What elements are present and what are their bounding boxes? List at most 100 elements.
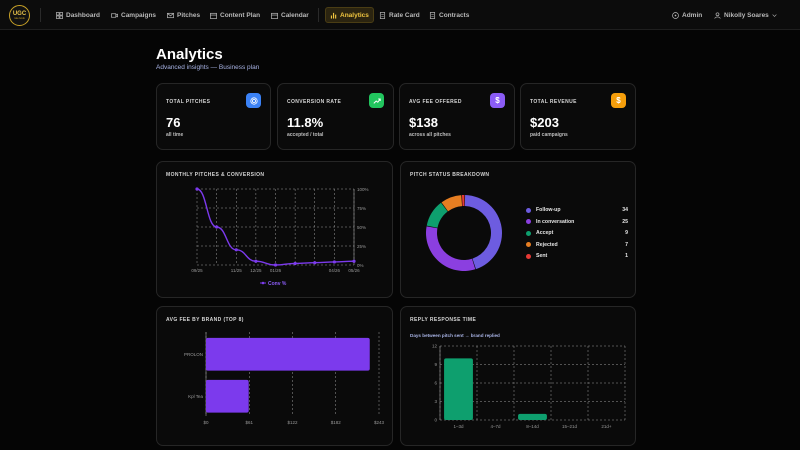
- response-bar: [444, 358, 473, 420]
- shield-icon: [672, 11, 679, 19]
- nav-item-campaigns[interactable]: Campaigns: [107, 7, 160, 23]
- nav-item-dashboard[interactable]: Dashboard: [52, 7, 104, 23]
- page-title: Analytics: [156, 46, 223, 63]
- legend-item: Rejected 7: [526, 242, 628, 248]
- nav-item-rate-card[interactable]: Rate Card: [375, 7, 424, 23]
- nav-item-analytics[interactable]: Analytics: [325, 7, 374, 23]
- x-tick-label: $243: [374, 420, 385, 425]
- x-tick-label: 8–14d: [526, 424, 539, 429]
- x-tick-label: 12/25: [250, 268, 262, 273]
- legend-count: 25: [622, 218, 628, 225]
- reply-response-chart: 0 3 6 9 12 1–3d 4–7d 8–14d 15–21d 21d+: [432, 344, 626, 429]
- donut-slice: [464, 195, 502, 270]
- x-tick-label: 01/26: [270, 268, 282, 273]
- app-logo[interactable]: UGC rate book: [9, 5, 30, 26]
- legend-label: Rejected: [536, 241, 558, 248]
- stat-label: TOTAL REVENUE: [530, 99, 577, 105]
- stat-value: $138: [409, 115, 438, 130]
- y-tick-label: 6: [434, 381, 437, 386]
- x-tick-label: 09/25: [191, 268, 203, 273]
- nav-item-contracts[interactable]: Contracts: [425, 7, 473, 23]
- trend-up-icon: [369, 93, 384, 108]
- response-bar: [518, 413, 547, 420]
- legend-dot: [526, 230, 531, 236]
- admin-link[interactable]: Admin: [668, 7, 706, 23]
- user-menu[interactable]: Nikolly Soares: [710, 7, 781, 23]
- legend-count: 7: [625, 241, 628, 248]
- nav-label: Content Plan: [220, 11, 261, 19]
- x-tick-label: 04/26: [329, 268, 341, 273]
- logo-text: UGC: [12, 11, 27, 17]
- chevron-down-icon: [772, 13, 777, 17]
- legend-dot: [526, 207, 531, 213]
- legend-dot: [526, 219, 531, 224]
- nav-label: Campaigns: [121, 11, 157, 19]
- monthly-pitches-panel: MONTHLY PITCHES & CONVERSION 0% 25% 50% 75%…: [156, 161, 393, 298]
- legend-label: Follow-up: [536, 207, 561, 213]
- x-tick-label: $0: [203, 420, 209, 425]
- stat-value: 76: [166, 115, 181, 130]
- calendar-icon: [271, 12, 278, 19]
- brand-label: PROLON: [184, 352, 203, 357]
- data-point: [234, 248, 238, 252]
- y-tick-label: 3: [434, 399, 437, 404]
- donut-slice: [426, 202, 448, 228]
- donut-slice: [441, 195, 463, 212]
- stat-sub: all time: [166, 132, 184, 138]
- legend-label: In conversation: [536, 218, 575, 225]
- legend-item: Accept 9: [526, 230, 628, 236]
- admin-label: Admin: [682, 11, 703, 19]
- y-tick-label: 100%: [357, 187, 369, 192]
- legend-item: In conversation 25: [526, 219, 628, 225]
- donut-slice: [461, 195, 465, 207]
- avg-fee-panel: AVG FEE BY BRAND (TOP 8) $0 $61 $122 $182 $2…: [156, 306, 393, 446]
- nav-item-pitches[interactable]: Pitches: [163, 7, 204, 23]
- dollar-icon: $: [490, 93, 505, 108]
- nav-label: Analytics: [340, 11, 369, 19]
- data-point: [195, 187, 199, 191]
- x-tick-label: 4–7d: [490, 424, 501, 429]
- legend-dot: [526, 242, 531, 247]
- stat-value: $203: [530, 115, 559, 130]
- x-tick-label: 05/26: [348, 268, 360, 273]
- data-point: [332, 260, 336, 264]
- y-tick-label: 50%: [357, 225, 366, 230]
- nav-divider: [40, 8, 41, 22]
- y-tick-label: 25%: [357, 244, 366, 249]
- calendar-icon: [210, 12, 217, 19]
- legend-dot: [526, 253, 531, 259]
- user-name: Nikolly Soares: [724, 11, 769, 19]
- x-tick-label: $182: [331, 420, 342, 425]
- y-tick-label: 9: [434, 362, 437, 367]
- nav-label: Pitches: [177, 11, 201, 19]
- nav-item-calendar[interactable]: Calendar: [267, 7, 313, 23]
- brand-label: Kpl Tea: [188, 394, 203, 399]
- logo-subtext: rate book: [14, 17, 25, 20]
- dollar-icon: $: [611, 93, 626, 108]
- data-point: [293, 261, 297, 266]
- stat-label: TOTAL PITCHES: [166, 99, 211, 105]
- panel-title: MONTHLY PITCHES & CONVERSION: [166, 172, 265, 178]
- pitch-status-panel: PITCH STATUS BREAKDOWN Follow-up 34 In con…: [400, 161, 636, 298]
- x-tick-label: 11/25: [231, 268, 242, 273]
- data-point: [313, 261, 317, 265]
- pitch-status-donut: [426, 195, 502, 271]
- stat-label: CONVERSION RATE: [287, 99, 342, 105]
- mail-icon: [167, 12, 174, 18]
- legend-item: Follow-up 34: [526, 207, 628, 213]
- panel-title: PITCH STATUS BREAKDOWN: [410, 172, 490, 178]
- monthly-conversion-chart: 0% 25% 50% 75% 100% 09/25 11/25 12/25 01/26 04/26…: [191, 187, 369, 287]
- nav-label: Calendar: [281, 11, 309, 19]
- stat-card-conversion-rate: CONVERSION RATE 11.8% accepted / total: [277, 83, 394, 150]
- legend-marker: [261, 281, 265, 285]
- avg-fee-by-brand-chart: $0 $61 $122 $182 $243 PROLON Kpl Tea: [184, 332, 385, 425]
- legend-count: 1: [625, 253, 628, 259]
- nav-label: Dashboard: [66, 11, 100, 19]
- user-icon: [714, 11, 721, 19]
- y-tick-label: 12: [432, 344, 438, 349]
- data-point: [352, 259, 356, 263]
- stat-card-avg-fee: AVG FEE OFFERED $ $138 across all pitche…: [399, 83, 515, 150]
- stat-sub: across all pitches: [409, 132, 451, 138]
- nav-item-content-plan[interactable]: Content Plan: [206, 7, 264, 23]
- stat-label: AVG FEE OFFERED: [409, 99, 462, 105]
